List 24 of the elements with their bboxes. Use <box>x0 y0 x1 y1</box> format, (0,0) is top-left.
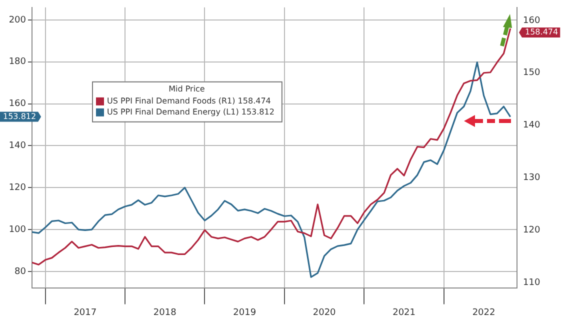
y-tick-label: 160 <box>8 99 26 110</box>
y2-tick-label: 140 <box>523 120 540 131</box>
x-tick-label: 2022 <box>472 308 496 318</box>
x-tick-label: 2018 <box>153 308 177 318</box>
y-tick-label: 180 <box>8 57 26 68</box>
x-tick-label: 2021 <box>392 308 416 318</box>
y-tick-label: 80 <box>14 266 26 277</box>
y2-tick-label: 150 <box>523 68 540 78</box>
y-tick-label: 200 <box>8 15 26 26</box>
x-tick-label: 2019 <box>233 308 256 318</box>
y-tick-label: 100 <box>8 224 26 235</box>
x-tick-label: 2017 <box>74 308 97 318</box>
y-tick-label: 120 <box>8 182 26 193</box>
y2-tick-label: 110 <box>523 278 540 288</box>
y2-tick-label: 160 <box>523 16 540 26</box>
y2-tick-label: 120 <box>523 225 540 236</box>
text: 158.474 <box>525 28 558 37</box>
legend-label: US PPI Final Demand Energy (L1) 153.812 <box>107 107 274 116</box>
x-tick-label: 2020 <box>312 308 336 318</box>
y2-tick-label: 130 <box>523 173 540 184</box>
legend-label: US PPI Final Demand Foods (R1) 158.474 <box>107 96 271 106</box>
annotation: 153.812 <box>3 112 36 121</box>
y-tick-label: 140 <box>8 141 26 152</box>
legend-title: Mid Price <box>168 84 205 94</box>
